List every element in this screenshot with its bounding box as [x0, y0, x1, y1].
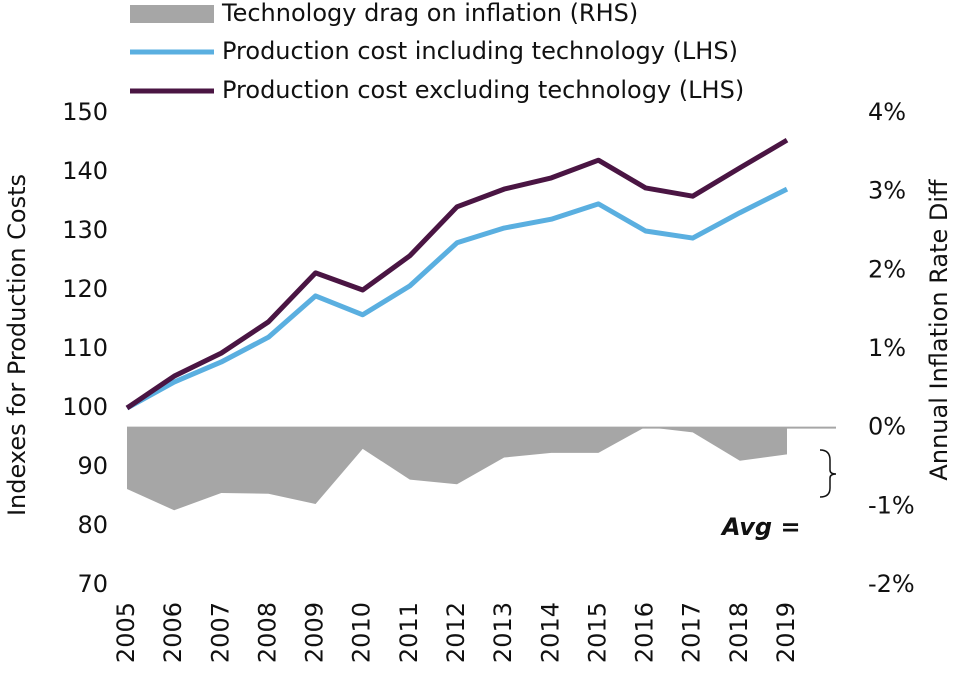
- y-tick-label: 120: [62, 275, 108, 303]
- x-tick-label: 2013: [489, 602, 517, 663]
- x-tick-label: 2005: [112, 602, 140, 663]
- x-tick-label: 2006: [159, 602, 187, 663]
- line: [125, 137, 789, 411]
- x-tick-label: 2019: [772, 602, 800, 663]
- x-tick-label: 2007: [206, 602, 234, 663]
- x-tick-label: 2016: [631, 602, 659, 663]
- y2-tick-label: -2%: [868, 570, 915, 598]
- x-tick-label: 2014: [536, 602, 564, 663]
- x-tick-label: 2009: [301, 602, 329, 663]
- y-tick-label: 90: [77, 452, 108, 480]
- y2-tick-label: 1%: [868, 334, 906, 362]
- y2-tick-label: 3%: [868, 177, 906, 205]
- y-tick-label: 110: [62, 334, 108, 362]
- y-tick-label: 140: [62, 157, 108, 185]
- bracket: [819, 449, 837, 498]
- legend-label: Technology drag on inflation (RHS): [221, 0, 638, 27]
- y-tick-label: 80: [77, 511, 108, 539]
- y-tick-label: 100: [62, 393, 108, 421]
- line: [125, 186, 789, 411]
- legend-swatch: [130, 5, 214, 23]
- x-tick-label: 2011: [395, 602, 423, 663]
- y-axis-title: Indexes for Production Costs: [3, 174, 31, 516]
- y2-tick-label: 0%: [868, 413, 906, 441]
- y2-tick-label: 4%: [868, 98, 906, 126]
- y-tick-label: 70: [77, 570, 108, 598]
- annotation: Avg =: [720, 513, 801, 541]
- x-tick-label: 2008: [253, 602, 281, 663]
- x-tick-label: 2012: [442, 602, 470, 663]
- y2-axis-title: Annual Inflation Rate Diff: [925, 179, 953, 481]
- y-tick-label: 150: [62, 98, 108, 126]
- y2-tick-label: -1%: [868, 491, 915, 519]
- legend-label: Production cost excluding technology (LH…: [222, 76, 744, 104]
- x-tick-label: 2017: [678, 602, 706, 663]
- legend-label: Production cost including technology (LH…: [222, 37, 738, 65]
- x-tick-label: 2018: [725, 602, 753, 663]
- y-tick-label: 130: [62, 216, 108, 244]
- x-tick-label: 2015: [583, 602, 611, 663]
- x-tick-label: 2010: [348, 602, 376, 663]
- area: [127, 426, 787, 511]
- y2-tick-label: 2%: [868, 255, 906, 283]
